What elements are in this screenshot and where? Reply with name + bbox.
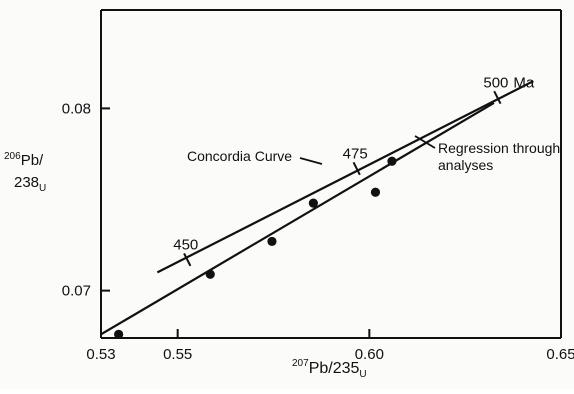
regression-label-line1: Regression through [438, 140, 560, 156]
axes: 0.53 0.55 0.60 0.65 0.07 0.08 [62, 9, 574, 363]
y-axis-label-line1: 206Pb/ [4, 151, 44, 169]
analysis-point [267, 236, 277, 247]
x-tick-label: 0.55 [163, 346, 192, 363]
x-tick-label: 0.53 [86, 346, 115, 363]
analysis-point [387, 156, 397, 166]
concordia-age-tick [493, 90, 502, 105]
y-axis-label-line2: 238U [14, 174, 47, 194]
age-unit-label: Ma [513, 74, 534, 91]
concordia-age-tick [352, 161, 361, 176]
concordia-age-label: 450 [173, 237, 198, 254]
x-axis-label: 207Pb/235U [292, 358, 367, 380]
analysis-point [205, 269, 215, 279]
series-layer [100, 80, 534, 339]
analysis-point [114, 329, 124, 339]
annotation-layer: 450 475 500 Ma Concordia Curve Regression thr… [173, 74, 560, 267]
analysis-point [308, 198, 318, 208]
concordia-age-label: 500 [483, 74, 508, 91]
concordia-curve-label: Concordia Curve [187, 148, 292, 164]
regression-leader-line [414, 135, 436, 149]
concordia-age-tick [183, 252, 192, 267]
x-tick-label: 0.65 [546, 346, 574, 363]
concordia-leader-line [299, 157, 323, 165]
x-tick-label: 0.60 [355, 346, 384, 363]
regression-through-analyses-line [100, 101, 495, 336]
regression-label-line2: analyses [438, 157, 493, 173]
y-tick-label: 0.07 [62, 283, 91, 300]
analysis-point [370, 187, 381, 197]
concordia-curve-line [156, 80, 534, 274]
y-tick-label: 0.08 [62, 100, 91, 117]
concordia-age-label: 475 [343, 146, 368, 163]
